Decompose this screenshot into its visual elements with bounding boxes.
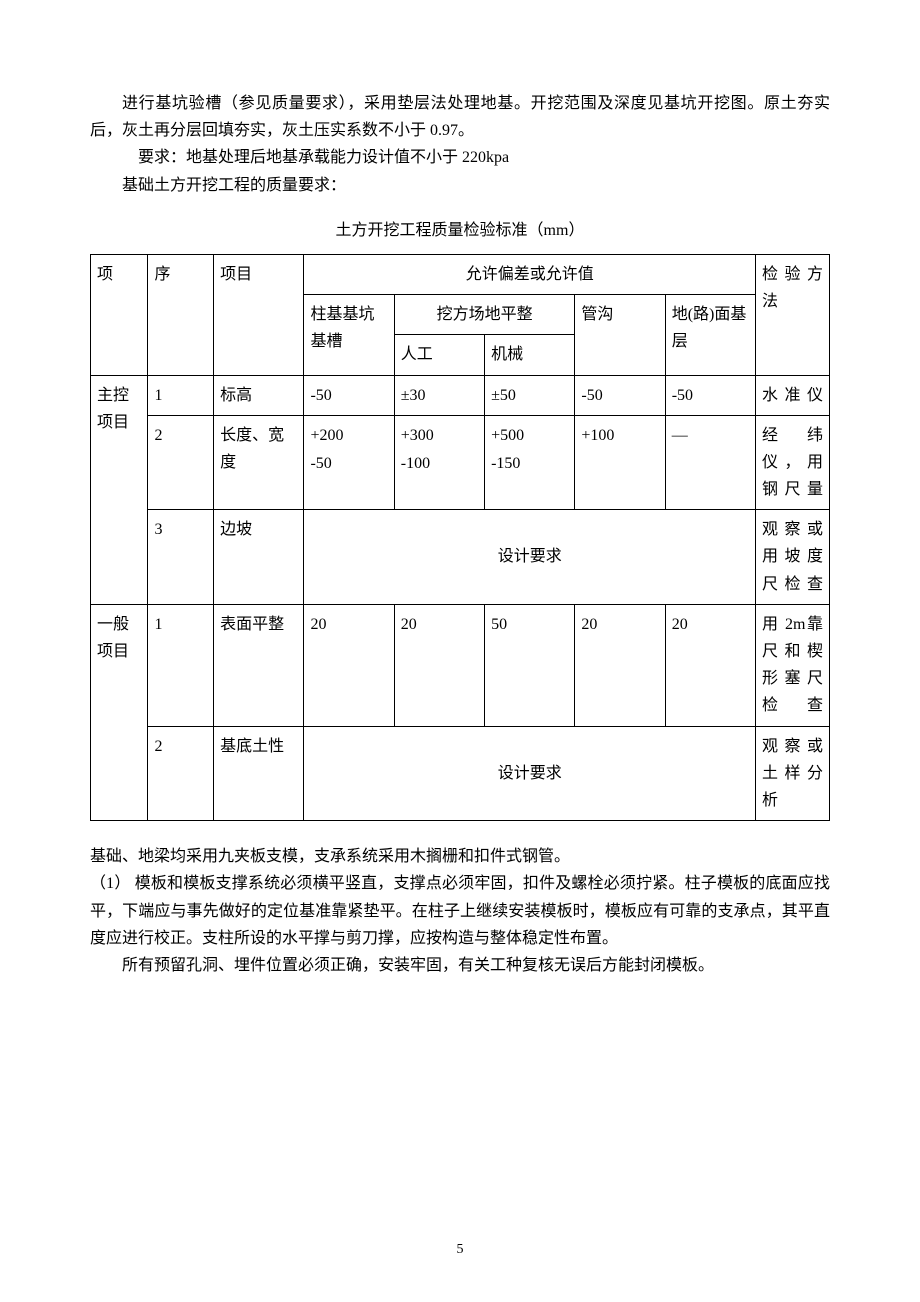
col-method: 检验方法 [756, 254, 830, 375]
after-p1: 基础、地梁均采用九夹板支模，支承系统采用木搁栅和扣件式钢管。 [90, 843, 830, 870]
r2-roadbase: — [665, 415, 755, 510]
intro-p1: 进行基坑验槽（参见质量要求），采用垫层法处理地基。开挖范围及深度见基坑开挖图。原… [90, 90, 830, 144]
r2-manual-a: +300 [401, 422, 478, 451]
r3-item: 边坡 [214, 510, 304, 605]
r4-seq: 1 [148, 604, 214, 726]
table-title: 土方开挖工程质量检验标准（mm） [90, 217, 830, 244]
r3-seq: 3 [148, 510, 214, 605]
r2-pitbase-a: +200 [310, 422, 387, 451]
group-general: 一般项目 [91, 604, 148, 820]
r2-machine-b: -150 [491, 450, 568, 479]
r4-pipe: 20 [575, 604, 665, 726]
r2-item: 长度、宽度 [214, 415, 304, 510]
r3-method: 观察或用坡度尺检查 [756, 510, 830, 605]
col-seq: 序 [148, 254, 214, 375]
sub-pitbase: 柱基基坑基槽 [304, 295, 394, 375]
page: 进行基坑验槽（参见质量要求），采用垫层法处理地基。开挖范围及深度见基坑开挖图。原… [0, 0, 920, 1302]
r1-pipe: -50 [575, 375, 665, 415]
r5-method: 观察或土样分析 [756, 726, 830, 821]
r1-method: 水准仪 [756, 375, 830, 415]
row-4: 一般项目 1 表面平整 20 20 50 20 20 用 2m靠尺和楔形塞尺检查 [91, 604, 830, 726]
r1-pitbase: -50 [304, 375, 394, 415]
row-3: 3 边坡 设计要求 观察或用坡度尺检查 [91, 510, 830, 605]
standards-table: 项 序 项目 允许偏差或允许值 检验方法 柱基基坑基槽 挖方场地平整 管沟 地(… [90, 254, 830, 821]
r2-manual: +300 -100 [394, 415, 484, 510]
r1-seq: 1 [148, 375, 214, 415]
r1-item: 标高 [214, 375, 304, 415]
row-1: 主控项目 1 标高 -50 ±30 ±50 -50 -50 水准仪 [91, 375, 830, 415]
row-5: 2 基底土性 设计要求 观察或土样分析 [91, 726, 830, 821]
r2-pitbase-b: -50 [310, 450, 387, 479]
header-row-1: 项 序 项目 允许偏差或允许值 检验方法 [91, 254, 830, 294]
r1-roadbase: -50 [665, 375, 755, 415]
r3-span: 设计要求 [304, 510, 756, 605]
col-item: 项目 [214, 254, 304, 375]
row-2: 2 长度、宽度 +200 -50 +300 -100 +500 -150 +10… [91, 415, 830, 510]
r1-machine: ±50 [485, 375, 575, 415]
after-p2: （1） 模板和模板支撑系统必须横平竖直，支撑点必须牢固，扣件及螺栓必须拧紧。柱子… [90, 870, 830, 952]
r4-manual: 20 [394, 604, 484, 726]
col-deviation: 允许偏差或允许值 [304, 254, 756, 294]
after-p3: 所有预留孔洞、埋件位置必须正确，安装牢固，有关工种复核无误后方能封闭模板。 [90, 952, 830, 979]
intro-p2: 要求：地基处理后地基承载能力设计值不小于 220kpa [90, 144, 830, 171]
r2-manual-b: -100 [401, 450, 478, 479]
intro-p3: 基础土方开挖工程的质量要求： [90, 172, 830, 199]
r4-pitbase: 20 [304, 604, 394, 726]
r4-method: 用 2m靠尺和楔形塞尺检查 [756, 604, 830, 726]
r5-seq: 2 [148, 726, 214, 821]
r2-machine: +500 -150 [485, 415, 575, 510]
r2-method: 经纬仪，用钢尺量 [756, 415, 830, 510]
sub-roadbase: 地(路)面基层 [665, 295, 755, 375]
r5-span: 设计要求 [304, 726, 756, 821]
r2-pitbase: +200 -50 [304, 415, 394, 510]
col-category: 项 [91, 254, 148, 375]
r2-machine-a: +500 [491, 422, 568, 451]
sub-site-leveling: 挖方场地平整 [394, 295, 575, 335]
r5-item: 基底土性 [214, 726, 304, 821]
r2-pipe: +100 [575, 415, 665, 510]
sub-machine: 机械 [485, 335, 575, 375]
sub-pipe: 管沟 [575, 295, 665, 375]
r1-manual: ±30 [394, 375, 484, 415]
r4-item: 表面平整 [214, 604, 304, 726]
r4-roadbase: 20 [665, 604, 755, 726]
sub-manual: 人工 [394, 335, 484, 375]
page-number: 5 [0, 1238, 920, 1262]
group-main: 主控项目 [91, 375, 148, 604]
r4-machine: 50 [485, 604, 575, 726]
r2-seq: 2 [148, 415, 214, 510]
